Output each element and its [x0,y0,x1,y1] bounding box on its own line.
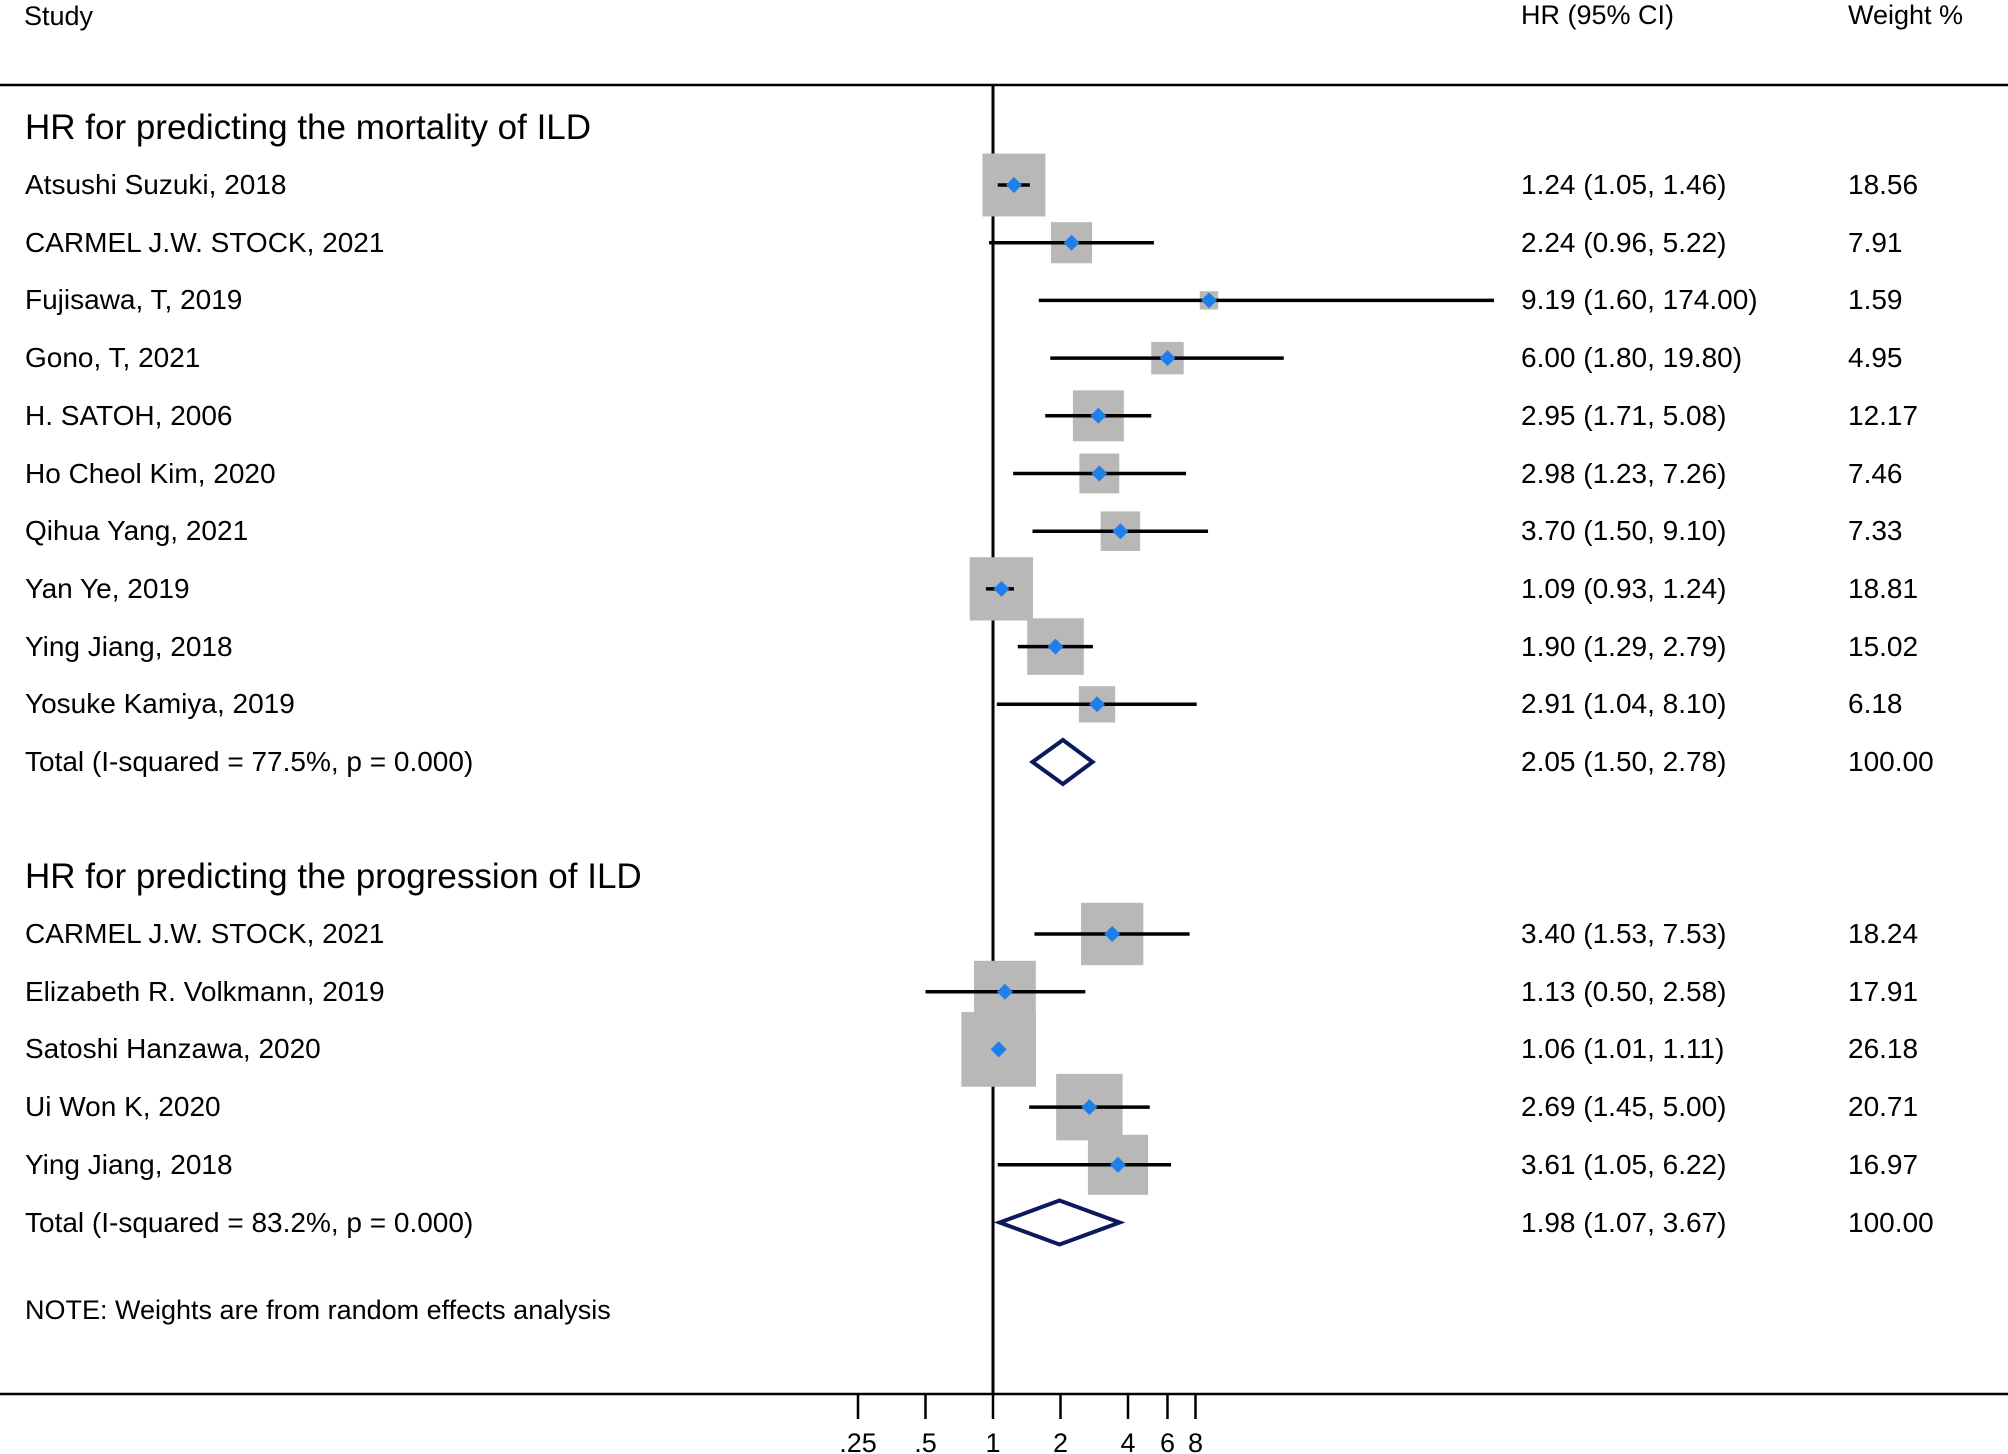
weight-text: 7.91 [1848,226,1903,258]
footnote: NOTE: Weights are from random effects an… [25,1295,611,1325]
weight-text: 4.95 [1848,342,1903,374]
study-label: CARMEL J.W. STOCK, 2021 [25,226,385,258]
study-column-header: Study [24,1,94,31]
hr-ci-text: 3.40 (1.53, 7.53) [1521,918,1727,949]
weight-text: 15.02 [1848,630,1919,662]
group-title: HR for predicting the mortality of ILD [25,107,592,147]
total-weight-text: 100.00 [1848,1206,1934,1238]
total-ci-text: 2.05 (1.50, 2.78) [1521,746,1727,777]
study-label: Ying Jiang, 2018 [25,630,233,662]
pooled-diamond [1029,737,1096,787]
hr-ci-text: 9.19 (1.60, 174.00) [1521,284,1758,316]
study-label: Ui Won K, 2020 [25,1091,221,1123]
hr-column-header: HR (95% CI) [1521,0,1675,30]
weight-text: 6.18 [1848,688,1903,720]
study-label: Ying Jiang, 2018 [25,1148,233,1180]
point-estimate [993,580,1010,597]
point-estimate [990,1041,1007,1058]
total-label: Total (I-squared = 77.5%, p = 0.000) [25,746,474,777]
x-tick-label: 8 [1188,1428,1203,1454]
total-ci-text: 1.98 (1.07, 3.67) [1521,1206,1727,1238]
x-tick-label: .5 [914,1428,937,1454]
point-estimate [1091,465,1108,482]
study-label: Yosuke Kamiya, 2019 [25,688,295,720]
hr-ci-text: 3.61 (1.05, 6.22) [1521,1148,1727,1180]
point-estimate [1104,926,1121,942]
study-label: H. SATOH, 2006 [25,399,233,431]
hr-ci-text: 1.06 (1.01, 1.11) [1521,1033,1725,1065]
x-tick-label: 4 [1120,1428,1135,1454]
point-estimate [1159,350,1176,367]
study-label: CARMEL J.W. STOCK, 2021 [25,918,385,949]
weight-text: 18.24 [1848,918,1919,949]
total-weight-text: 100.00 [1848,746,1934,777]
hr-ci-text: 2.98 (1.23, 7.26) [1521,457,1727,489]
weight-text: 18.56 [1848,169,1919,200]
weight-text: 20.71 [1848,1091,1919,1123]
chart-marks: .25 .5 1 2 4 6 8 [839,153,1494,1454]
weight-column-header: Weight % [1848,0,1964,30]
group-title: HR for predicting the progression of ILD [25,856,642,896]
x-tick-label: 6 [1160,1428,1175,1454]
hr-ci-text: 2.24 (0.96, 5.22) [1521,226,1727,258]
hr-ci-text: 1.13 (0.50, 2.58) [1521,975,1727,1007]
point-estimate [1081,1099,1098,1116]
point-estimate [1089,696,1106,713]
study-label: Fujisawa, T, 2019 [25,284,243,316]
total-label: Total (I-squared = 83.2%, p = 0.000) [25,1206,474,1238]
study-label: Satoshi Hanzawa, 2020 [25,1033,321,1065]
weight-text: 7.33 [1848,515,1903,547]
hr-ci-text: 1.90 (1.29, 2.79) [1521,630,1727,662]
study-label: Elizabeth R. Volkmann, 2019 [25,975,385,1007]
weight-text: 1.59 [1848,284,1903,316]
pooled-diamond [993,1198,1126,1247]
point-estimate [1110,1156,1127,1173]
point-estimate [996,983,1013,1000]
hr-ci-text: 2.91 (1.04, 8.10) [1521,688,1727,720]
point-estimate [1047,638,1064,655]
weight-text: 16.97 [1848,1148,1919,1180]
study-label: Qihua Yang, 2021 [25,515,249,547]
hr-ci-text: 3.70 (1.50, 9.10) [1521,515,1727,547]
weight-text: 26.18 [1848,1033,1919,1065]
point-estimate [1090,407,1107,424]
hr-ci-text: 2.69 (1.45, 5.00) [1521,1091,1727,1123]
weight-text: 12.17 [1848,399,1919,431]
weight-text: 18.81 [1848,572,1919,604]
weight-text: 17.91 [1848,975,1919,1007]
hr-ci-text: 2.95 (1.71, 5.08) [1521,399,1727,431]
x-tick-label: .25 [839,1428,877,1454]
point-estimate [1063,234,1080,251]
study-label: Yan Ye, 2019 [25,572,190,604]
point-estimate [1201,292,1218,309]
weight-text: 7.46 [1848,457,1903,489]
point-estimate [1112,523,1129,540]
study-label: Gono, T, 2021 [25,342,201,374]
point-estimate [1005,177,1022,193]
study-label: Atsushi Suzuki, 2018 [25,169,287,200]
x-tick-label: 2 [1053,1428,1068,1454]
hr-ci-text: 6.00 (1.80, 19.80) [1521,342,1743,374]
study-label: Ho Cheol Kim, 2020 [25,457,276,489]
hr-ci-text: 1.24 (1.05, 1.46) [1521,169,1727,200]
hr-ci-text: 1.09 (0.93, 1.24) [1521,572,1727,604]
x-tick-label: 1 [985,1428,1000,1454]
